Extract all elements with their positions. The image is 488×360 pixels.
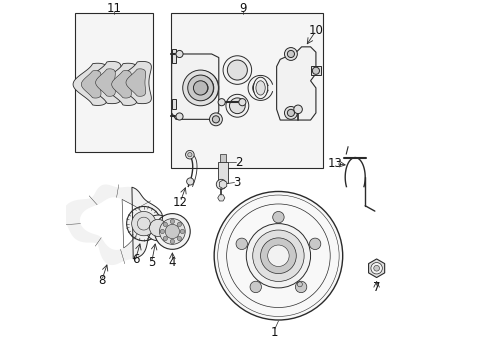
Circle shape bbox=[287, 50, 294, 58]
Circle shape bbox=[187, 75, 213, 101]
Circle shape bbox=[260, 238, 296, 274]
Circle shape bbox=[249, 281, 261, 293]
Circle shape bbox=[246, 224, 310, 288]
Text: 13: 13 bbox=[327, 157, 342, 170]
Ellipse shape bbox=[255, 81, 264, 95]
Circle shape bbox=[373, 265, 379, 271]
Circle shape bbox=[252, 230, 304, 282]
Circle shape bbox=[214, 192, 342, 320]
Circle shape bbox=[223, 56, 251, 84]
Polygon shape bbox=[171, 49, 176, 63]
Circle shape bbox=[293, 105, 302, 114]
Text: 6: 6 bbox=[132, 253, 139, 266]
Polygon shape bbox=[63, 184, 162, 265]
Circle shape bbox=[370, 262, 382, 274]
Text: 2: 2 bbox=[235, 156, 243, 169]
Polygon shape bbox=[111, 71, 131, 98]
Circle shape bbox=[163, 222, 167, 226]
Circle shape bbox=[267, 245, 288, 266]
Polygon shape bbox=[176, 59, 216, 117]
Polygon shape bbox=[171, 54, 218, 119]
Circle shape bbox=[195, 81, 208, 94]
Circle shape bbox=[189, 76, 213, 100]
Circle shape bbox=[284, 48, 297, 60]
Circle shape bbox=[287, 109, 294, 117]
Circle shape bbox=[165, 224, 179, 239]
Circle shape bbox=[186, 178, 193, 185]
Circle shape bbox=[170, 219, 174, 224]
Circle shape bbox=[177, 237, 181, 241]
Circle shape bbox=[170, 239, 174, 244]
Text: 3: 3 bbox=[233, 176, 241, 189]
Polygon shape bbox=[87, 62, 121, 104]
Circle shape bbox=[145, 215, 171, 241]
Polygon shape bbox=[310, 67, 321, 75]
Circle shape bbox=[218, 99, 225, 106]
Circle shape bbox=[209, 113, 222, 126]
Text: 10: 10 bbox=[308, 24, 323, 37]
Circle shape bbox=[131, 211, 156, 236]
Circle shape bbox=[180, 229, 184, 234]
Text: 12: 12 bbox=[172, 196, 187, 209]
Circle shape bbox=[160, 229, 164, 234]
Polygon shape bbox=[171, 99, 176, 109]
Circle shape bbox=[184, 71, 218, 105]
Text: 1: 1 bbox=[270, 326, 278, 339]
Circle shape bbox=[176, 113, 183, 120]
Circle shape bbox=[126, 207, 161, 241]
Polygon shape bbox=[219, 180, 226, 189]
Circle shape bbox=[216, 179, 226, 189]
Polygon shape bbox=[276, 47, 315, 120]
Polygon shape bbox=[96, 69, 115, 96]
Circle shape bbox=[227, 60, 247, 80]
Polygon shape bbox=[118, 62, 151, 104]
Bar bbox=[220, 154, 225, 162]
Polygon shape bbox=[126, 69, 145, 96]
Circle shape bbox=[193, 81, 207, 95]
Circle shape bbox=[159, 219, 185, 244]
Text: 11: 11 bbox=[106, 2, 122, 15]
Polygon shape bbox=[103, 63, 137, 105]
Circle shape bbox=[229, 98, 244, 114]
Circle shape bbox=[212, 116, 219, 123]
Circle shape bbox=[236, 238, 247, 249]
Circle shape bbox=[225, 94, 248, 117]
Bar bbox=[218, 162, 227, 183]
Circle shape bbox=[177, 222, 181, 226]
Circle shape bbox=[176, 50, 183, 58]
Circle shape bbox=[238, 99, 245, 106]
Polygon shape bbox=[73, 63, 106, 105]
Text: 5: 5 bbox=[148, 256, 155, 269]
Circle shape bbox=[295, 281, 306, 293]
Text: 9: 9 bbox=[239, 2, 246, 15]
Circle shape bbox=[187, 153, 192, 157]
Circle shape bbox=[154, 213, 190, 249]
Polygon shape bbox=[81, 71, 101, 98]
Circle shape bbox=[284, 107, 297, 119]
Circle shape bbox=[272, 211, 284, 223]
Circle shape bbox=[312, 67, 319, 74]
Bar bbox=[75, 13, 153, 152]
Circle shape bbox=[163, 237, 167, 241]
Polygon shape bbox=[217, 195, 224, 201]
Text: 4: 4 bbox=[168, 256, 176, 269]
Circle shape bbox=[185, 150, 194, 159]
Ellipse shape bbox=[253, 77, 267, 99]
Text: 8: 8 bbox=[98, 274, 105, 287]
Circle shape bbox=[309, 238, 320, 249]
Bar bbox=[170, 13, 323, 168]
Text: 7: 7 bbox=[372, 282, 380, 294]
Polygon shape bbox=[80, 197, 143, 250]
Polygon shape bbox=[368, 259, 384, 278]
Circle shape bbox=[149, 219, 166, 237]
Circle shape bbox=[183, 70, 218, 106]
